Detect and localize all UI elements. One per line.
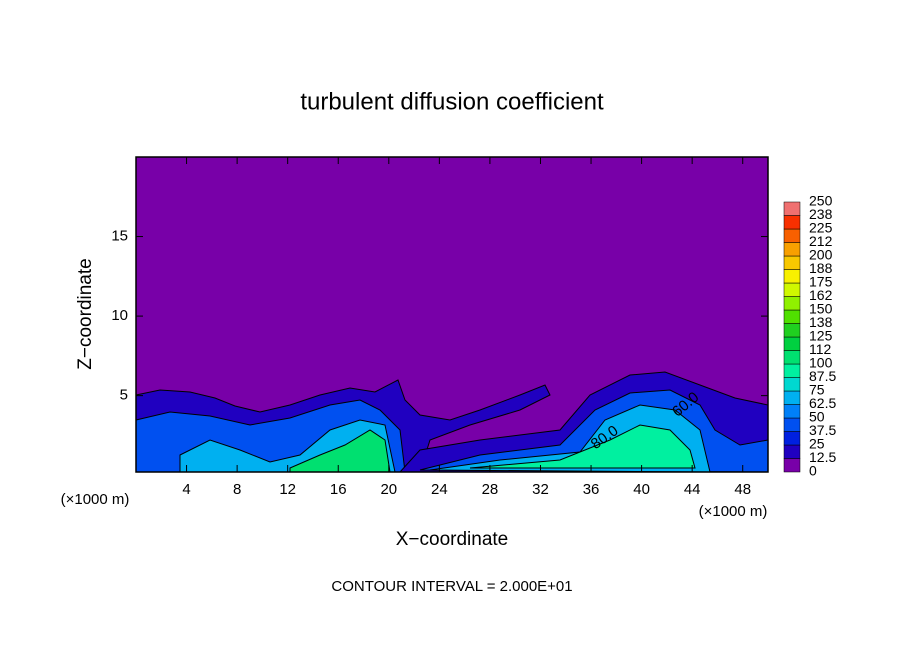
colorbar-label: 25 <box>809 436 825 452</box>
colorbar-label: 162 <box>809 287 833 303</box>
colorbar-label: 250 <box>809 193 833 209</box>
colorbar-band <box>783 417 801 432</box>
colorbar-band <box>783 242 801 257</box>
x-tick-label: 28 <box>482 481 499 498</box>
colorbar-label: 37.5 <box>809 422 836 438</box>
field-region <box>469 424 696 469</box>
colorbar-label: 175 <box>809 274 833 290</box>
colorbar-band <box>783 269 801 284</box>
colorbar-band <box>783 309 801 324</box>
colorbar-band <box>783 255 801 270</box>
colorbar-label: 50 <box>809 409 825 425</box>
y-tick-label: 5 <box>120 387 128 404</box>
colorbar-band <box>783 350 801 365</box>
colorbar-band <box>783 228 801 243</box>
colorbar-label: 238 <box>809 206 833 222</box>
colorbar-label: 112 <box>809 341 832 357</box>
colorbar-label: 0 <box>809 463 817 479</box>
colorbar-label: 225 <box>809 220 833 236</box>
colorbar-label: 125 <box>809 328 833 344</box>
colorbar-band <box>783 390 801 405</box>
colorbar-label: 212 <box>809 233 833 249</box>
colorbar-label: 75 <box>809 382 825 398</box>
colorbar-band <box>783 377 801 392</box>
colorbar-label: 12.5 <box>809 449 836 465</box>
colorbar-band <box>783 431 801 446</box>
x-tick-label: 36 <box>583 481 600 498</box>
colorbar-label: 188 <box>809 260 833 276</box>
colorbar-band <box>783 215 801 230</box>
colorbar-band <box>783 444 801 459</box>
x-unit-label: (×1000 m) <box>699 503 768 520</box>
x-tick-label: 4 <box>182 481 190 498</box>
x-tick-label: 16 <box>330 481 347 498</box>
colorbar-label: 100 <box>809 355 833 371</box>
plot-frame <box>135 156 769 473</box>
colorbar-band <box>783 296 801 311</box>
field-shapes <box>135 371 769 473</box>
x-tick-label: 12 <box>279 481 296 498</box>
colorbar-band <box>783 336 801 351</box>
colorbar-label: 138 <box>809 314 833 330</box>
colorbar-band <box>783 201 801 216</box>
x-tick-label: 32 <box>532 481 549 498</box>
x-tick-label: 24 <box>431 481 448 498</box>
x-tick-label: 40 <box>633 481 650 498</box>
x-axis-label: X−coordinate <box>396 529 509 550</box>
colorbar-label: 200 <box>809 247 833 263</box>
colorbar-label: 87.5 <box>809 368 836 384</box>
colorbar-label: 62.5 <box>809 395 836 411</box>
y-tick-label: 15 <box>111 228 128 245</box>
x-tick-label: 44 <box>684 481 701 498</box>
colorbar-band <box>783 323 801 338</box>
y-unit-label: (×1000 m) <box>61 491 130 508</box>
chart-title: turbulent diffusion coefficient <box>300 88 604 115</box>
footer-note: CONTOUR INTERVAL = 2.000E+01 <box>331 578 572 595</box>
y-axis-label: Z−coordinate <box>75 258 96 369</box>
colorbar-band <box>783 282 801 297</box>
colorbar-label: 150 <box>809 301 833 317</box>
colorbar-band <box>783 458 801 473</box>
colorbar-band <box>783 363 801 378</box>
x-tick-label: 48 <box>734 481 751 498</box>
x-tick-label: 8 <box>233 481 241 498</box>
colorbar-band <box>783 404 801 419</box>
y-tick-label: 10 <box>111 307 128 324</box>
x-tick-label: 20 <box>380 481 397 498</box>
